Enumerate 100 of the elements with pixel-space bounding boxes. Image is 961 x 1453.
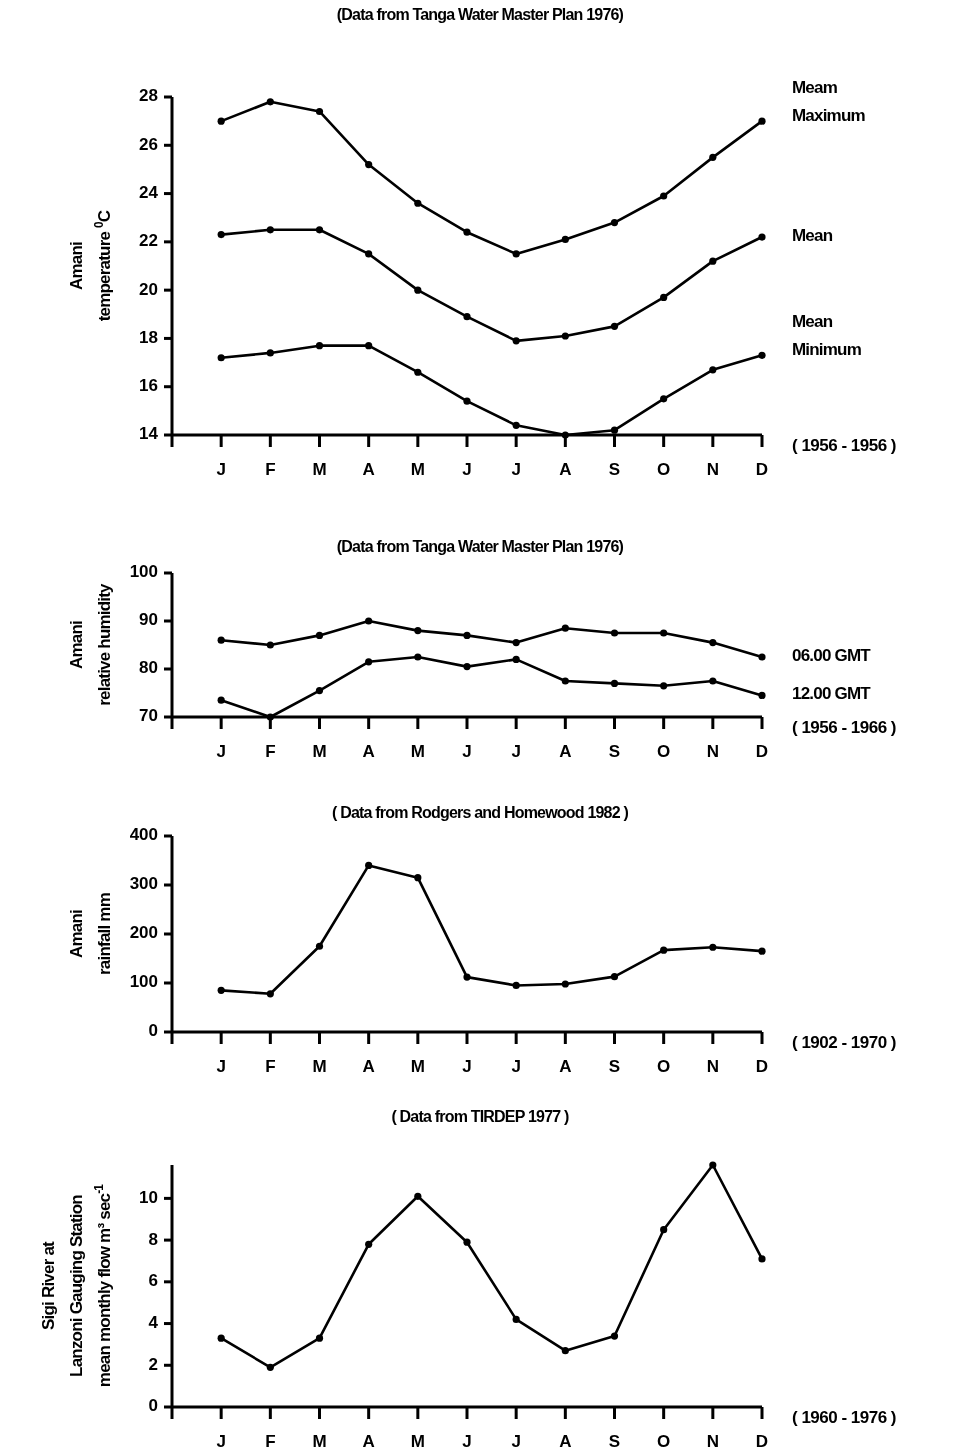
point — [709, 1161, 717, 1169]
x-tick-label: M — [312, 1432, 327, 1451]
y-tick-label: 26 — [139, 134, 158, 154]
point — [217, 354, 225, 362]
x-tick-label: N — [706, 742, 719, 761]
text: ( 1902 - 1970 ) — [792, 1033, 897, 1053]
x-tick-label: M — [312, 742, 327, 761]
x-tick-label: N — [706, 460, 719, 479]
text: ( 1956 - 1956 ) — [792, 436, 897, 456]
point — [758, 117, 766, 125]
point — [217, 231, 225, 239]
x-tick-label: J — [511, 460, 521, 479]
y-tick-label: 100 — [129, 562, 158, 582]
y-tick-label: 400 — [129, 825, 158, 845]
point — [610, 426, 619, 434]
point — [512, 655, 520, 663]
x-tick-label: J — [216, 460, 226, 479]
point — [217, 1334, 225, 1342]
point — [266, 349, 274, 357]
x-tick-label: F — [265, 1432, 276, 1451]
point — [709, 677, 717, 685]
y-tick-label: 22 — [139, 231, 158, 251]
x-tick-label: O — [657, 1057, 671, 1076]
point — [315, 687, 324, 695]
x-tick-label: N — [706, 1057, 719, 1076]
point — [561, 624, 569, 632]
point — [463, 313, 471, 321]
series-label: 12.00 GMT — [792, 684, 872, 704]
x-tick-label: D — [755, 1432, 769, 1451]
point — [561, 332, 569, 340]
y-tick-label: 0 — [148, 1396, 158, 1416]
point — [414, 286, 422, 294]
point — [758, 691, 766, 699]
series-label: Meam Maximum — [792, 78, 866, 126]
point — [365, 861, 373, 869]
x-tick-label: A — [559, 1432, 572, 1451]
point — [709, 257, 717, 265]
x-tick-label: A — [362, 1057, 375, 1076]
x-tick-label: A — [362, 1432, 375, 1451]
point — [561, 431, 569, 439]
x-tick-label: S — [608, 460, 621, 479]
x-tick-label: J — [462, 742, 472, 761]
x-tick-label: J — [216, 742, 226, 761]
x-tick-label: D — [755, 460, 769, 479]
point — [266, 98, 274, 106]
point — [217, 696, 225, 704]
point — [610, 1332, 619, 1340]
point — [315, 1334, 324, 1342]
x-tick-label: J — [511, 1057, 521, 1076]
point — [709, 639, 717, 647]
x-tick-label: S — [608, 1057, 621, 1076]
point — [315, 107, 324, 116]
point — [463, 663, 471, 671]
x-tick-label: M — [312, 460, 327, 479]
point — [512, 981, 520, 990]
series-label: 06.00 GMT — [792, 646, 872, 666]
point — [414, 368, 422, 376]
y-tick-label: 0 — [148, 1021, 158, 1041]
y-tick-label: 14 — [139, 424, 159, 444]
x-tick-label: D — [755, 742, 769, 761]
point — [463, 397, 471, 405]
chart-title: ( Data from Rodgers and Homewood 1982 ) — [332, 804, 629, 821]
x-tick-label: J — [462, 1432, 472, 1451]
point — [709, 943, 717, 951]
point — [365, 250, 373, 258]
x-tick-label: M — [410, 742, 425, 761]
point — [463, 631, 471, 639]
x-tick-label: A — [559, 742, 572, 761]
series-label: Mean — [792, 226, 833, 246]
y-tick-label: 8 — [148, 1229, 158, 1249]
point — [217, 117, 225, 125]
point — [561, 1347, 569, 1355]
point — [512, 337, 520, 345]
point — [266, 226, 274, 234]
y-tick-label: 6 — [148, 1271, 158, 1291]
x-tick-label: S — [608, 742, 621, 761]
point — [758, 947, 766, 955]
point — [266, 990, 274, 998]
point — [758, 1255, 766, 1263]
point — [414, 627, 422, 635]
point — [315, 342, 324, 350]
point — [758, 653, 766, 661]
point — [512, 639, 520, 647]
point — [561, 677, 569, 685]
x-tick-label: J — [462, 460, 472, 479]
point — [660, 682, 668, 690]
point — [463, 228, 471, 236]
point — [414, 199, 422, 207]
point — [610, 629, 619, 637]
chart-title: (Data from Tanga Water Master Plan 1976) — [336, 6, 624, 23]
x-tick-label: J — [216, 1432, 226, 1451]
point — [266, 1363, 274, 1371]
x-tick-label: F — [265, 1057, 276, 1076]
point — [365, 1240, 373, 1248]
y-tick-label: 90 — [139, 610, 158, 630]
point — [463, 973, 471, 981]
chart-title: (Data from Tanga Water Master Plan 1976) — [336, 538, 624, 555]
point — [414, 874, 422, 882]
point — [610, 679, 619, 687]
point — [660, 395, 668, 403]
